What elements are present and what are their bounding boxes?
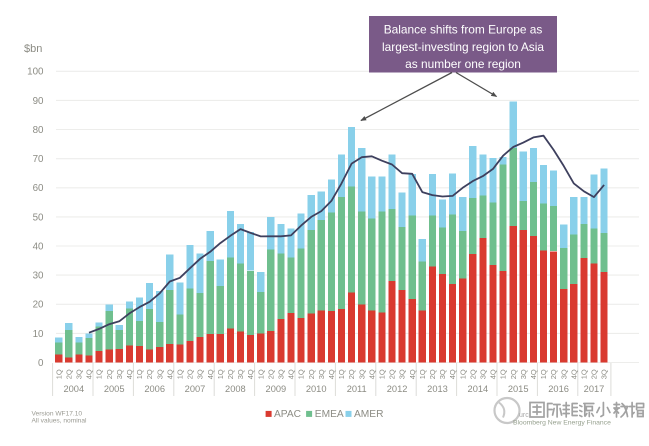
svg-text:4Q: 4Q <box>165 369 174 379</box>
svg-text:1Q: 1Q <box>337 369 346 379</box>
svg-text:Balance shifts from Europe as: Balance shifts from Europe as <box>384 23 543 37</box>
svg-text:0: 0 <box>38 358 44 369</box>
svg-text:2Q: 2Q <box>64 369 73 379</box>
svg-text:2010: 2010 <box>306 384 327 394</box>
svg-text:4Q: 4Q <box>408 369 417 379</box>
svg-text:2007: 2007 <box>185 384 206 394</box>
svg-text:EMEA: EMEA <box>315 409 344 420</box>
svg-text:as number one region: as number one region <box>405 57 521 71</box>
svg-text:largest-investing region to As: largest-investing region to Asia <box>382 40 544 54</box>
svg-text:2017: 2017 <box>584 384 605 394</box>
svg-text:90: 90 <box>33 96 44 107</box>
svg-text:1Q: 1Q <box>176 369 185 379</box>
svg-text:2013: 2013 <box>427 384 448 394</box>
svg-text:20: 20 <box>33 300 44 311</box>
svg-text:4Q: 4Q <box>287 369 296 379</box>
svg-text:3Q: 3Q <box>357 369 366 379</box>
svg-text:3Q: 3Q <box>398 369 407 379</box>
svg-text:1Q: 1Q <box>95 369 104 379</box>
svg-text:3Q: 3Q <box>115 369 124 379</box>
svg-text:2Q: 2Q <box>145 369 154 379</box>
svg-text:4Q: 4Q <box>489 369 498 379</box>
svg-text:4Q: 4Q <box>367 369 376 379</box>
svg-text:2015: 2015 <box>508 384 529 394</box>
svg-text:2Q: 2Q <box>468 369 477 379</box>
svg-text:50: 50 <box>33 212 44 223</box>
svg-text:1Q: 1Q <box>580 369 589 379</box>
svg-text:3Q: 3Q <box>277 369 286 379</box>
svg-text:4Q: 4Q <box>125 369 134 379</box>
svg-text:2009: 2009 <box>266 384 287 394</box>
svg-text:30: 30 <box>33 271 44 282</box>
svg-text:2008: 2008 <box>225 384 246 394</box>
svg-text:4Q: 4Q <box>448 369 457 379</box>
svg-text:1Q: 1Q <box>54 369 63 379</box>
svg-text:2Q: 2Q <box>590 369 599 379</box>
svg-text:2Q: 2Q <box>388 369 397 379</box>
svg-text:10: 10 <box>33 329 44 340</box>
svg-text:1Q: 1Q <box>216 369 225 379</box>
svg-text:2Q: 2Q <box>266 369 275 379</box>
svg-text:2Q: 2Q <box>347 369 356 379</box>
svg-text:100: 100 <box>27 67 44 78</box>
svg-text:2Q: 2Q <box>105 369 114 379</box>
svg-text:4Q: 4Q <box>246 369 255 379</box>
svg-text:80: 80 <box>33 125 44 136</box>
svg-text:2Q: 2Q <box>509 369 518 379</box>
svg-text:Version WF17.10: Version WF17.10 <box>32 411 83 418</box>
svg-text:3Q: 3Q <box>75 369 84 379</box>
svg-text:4Q: 4Q <box>206 369 215 379</box>
svg-text:2004: 2004 <box>63 384 84 394</box>
svg-text:2011: 2011 <box>347 384 367 394</box>
svg-text:60: 60 <box>33 183 44 194</box>
svg-text:APAC: APAC <box>274 409 301 420</box>
svg-text:40: 40 <box>33 241 44 252</box>
svg-text:4Q: 4Q <box>85 369 94 379</box>
svg-text:3Q: 3Q <box>559 369 568 379</box>
svg-text:1Q: 1Q <box>297 369 306 379</box>
svg-text:1Q: 1Q <box>418 369 427 379</box>
svg-text:1Q: 1Q <box>539 369 548 379</box>
svg-text:70: 70 <box>33 154 44 165</box>
svg-text:1Q: 1Q <box>135 369 144 379</box>
svg-text:$bn: $bn <box>24 43 42 55</box>
svg-text:3Q: 3Q <box>317 369 326 379</box>
svg-text:3Q: 3Q <box>519 369 528 379</box>
svg-text:3Q: 3Q <box>196 369 205 379</box>
svg-text:3Q: 3Q <box>479 369 488 379</box>
svg-text:4Q: 4Q <box>327 369 336 379</box>
svg-text:1Q: 1Q <box>458 369 467 379</box>
svg-text:2Q: 2Q <box>549 369 558 379</box>
svg-text:2Q: 2Q <box>307 369 316 379</box>
svg-text:3Q: 3Q <box>438 369 447 379</box>
svg-text:2014: 2014 <box>468 384 489 394</box>
svg-text:All values, nominal: All values, nominal <box>32 418 88 425</box>
svg-text:1Q: 1Q <box>378 369 387 379</box>
svg-text:Bloomberg New Energy Finance: Bloomberg New Energy Finance <box>513 420 611 427</box>
svg-text:4Q: 4Q <box>569 369 578 379</box>
svg-text:3Q: 3Q <box>236 369 245 379</box>
svg-text:AMER: AMER <box>354 409 383 420</box>
svg-text:4Q: 4Q <box>529 369 538 379</box>
svg-text:2006: 2006 <box>144 384 165 394</box>
svg-text:2016: 2016 <box>548 384 569 394</box>
svg-text:2005: 2005 <box>104 384 125 394</box>
svg-text:1Q: 1Q <box>499 369 508 379</box>
svg-text:3Q: 3Q <box>155 369 164 379</box>
svg-text:2Q: 2Q <box>226 369 235 379</box>
svg-text:3Q: 3Q <box>600 369 609 379</box>
svg-text:urc: urc <box>519 412 529 419</box>
svg-text:2012: 2012 <box>387 384 408 394</box>
svg-text:2Q: 2Q <box>428 369 437 379</box>
svg-text:2Q: 2Q <box>186 369 195 379</box>
svg-text:1Q: 1Q <box>256 369 265 379</box>
